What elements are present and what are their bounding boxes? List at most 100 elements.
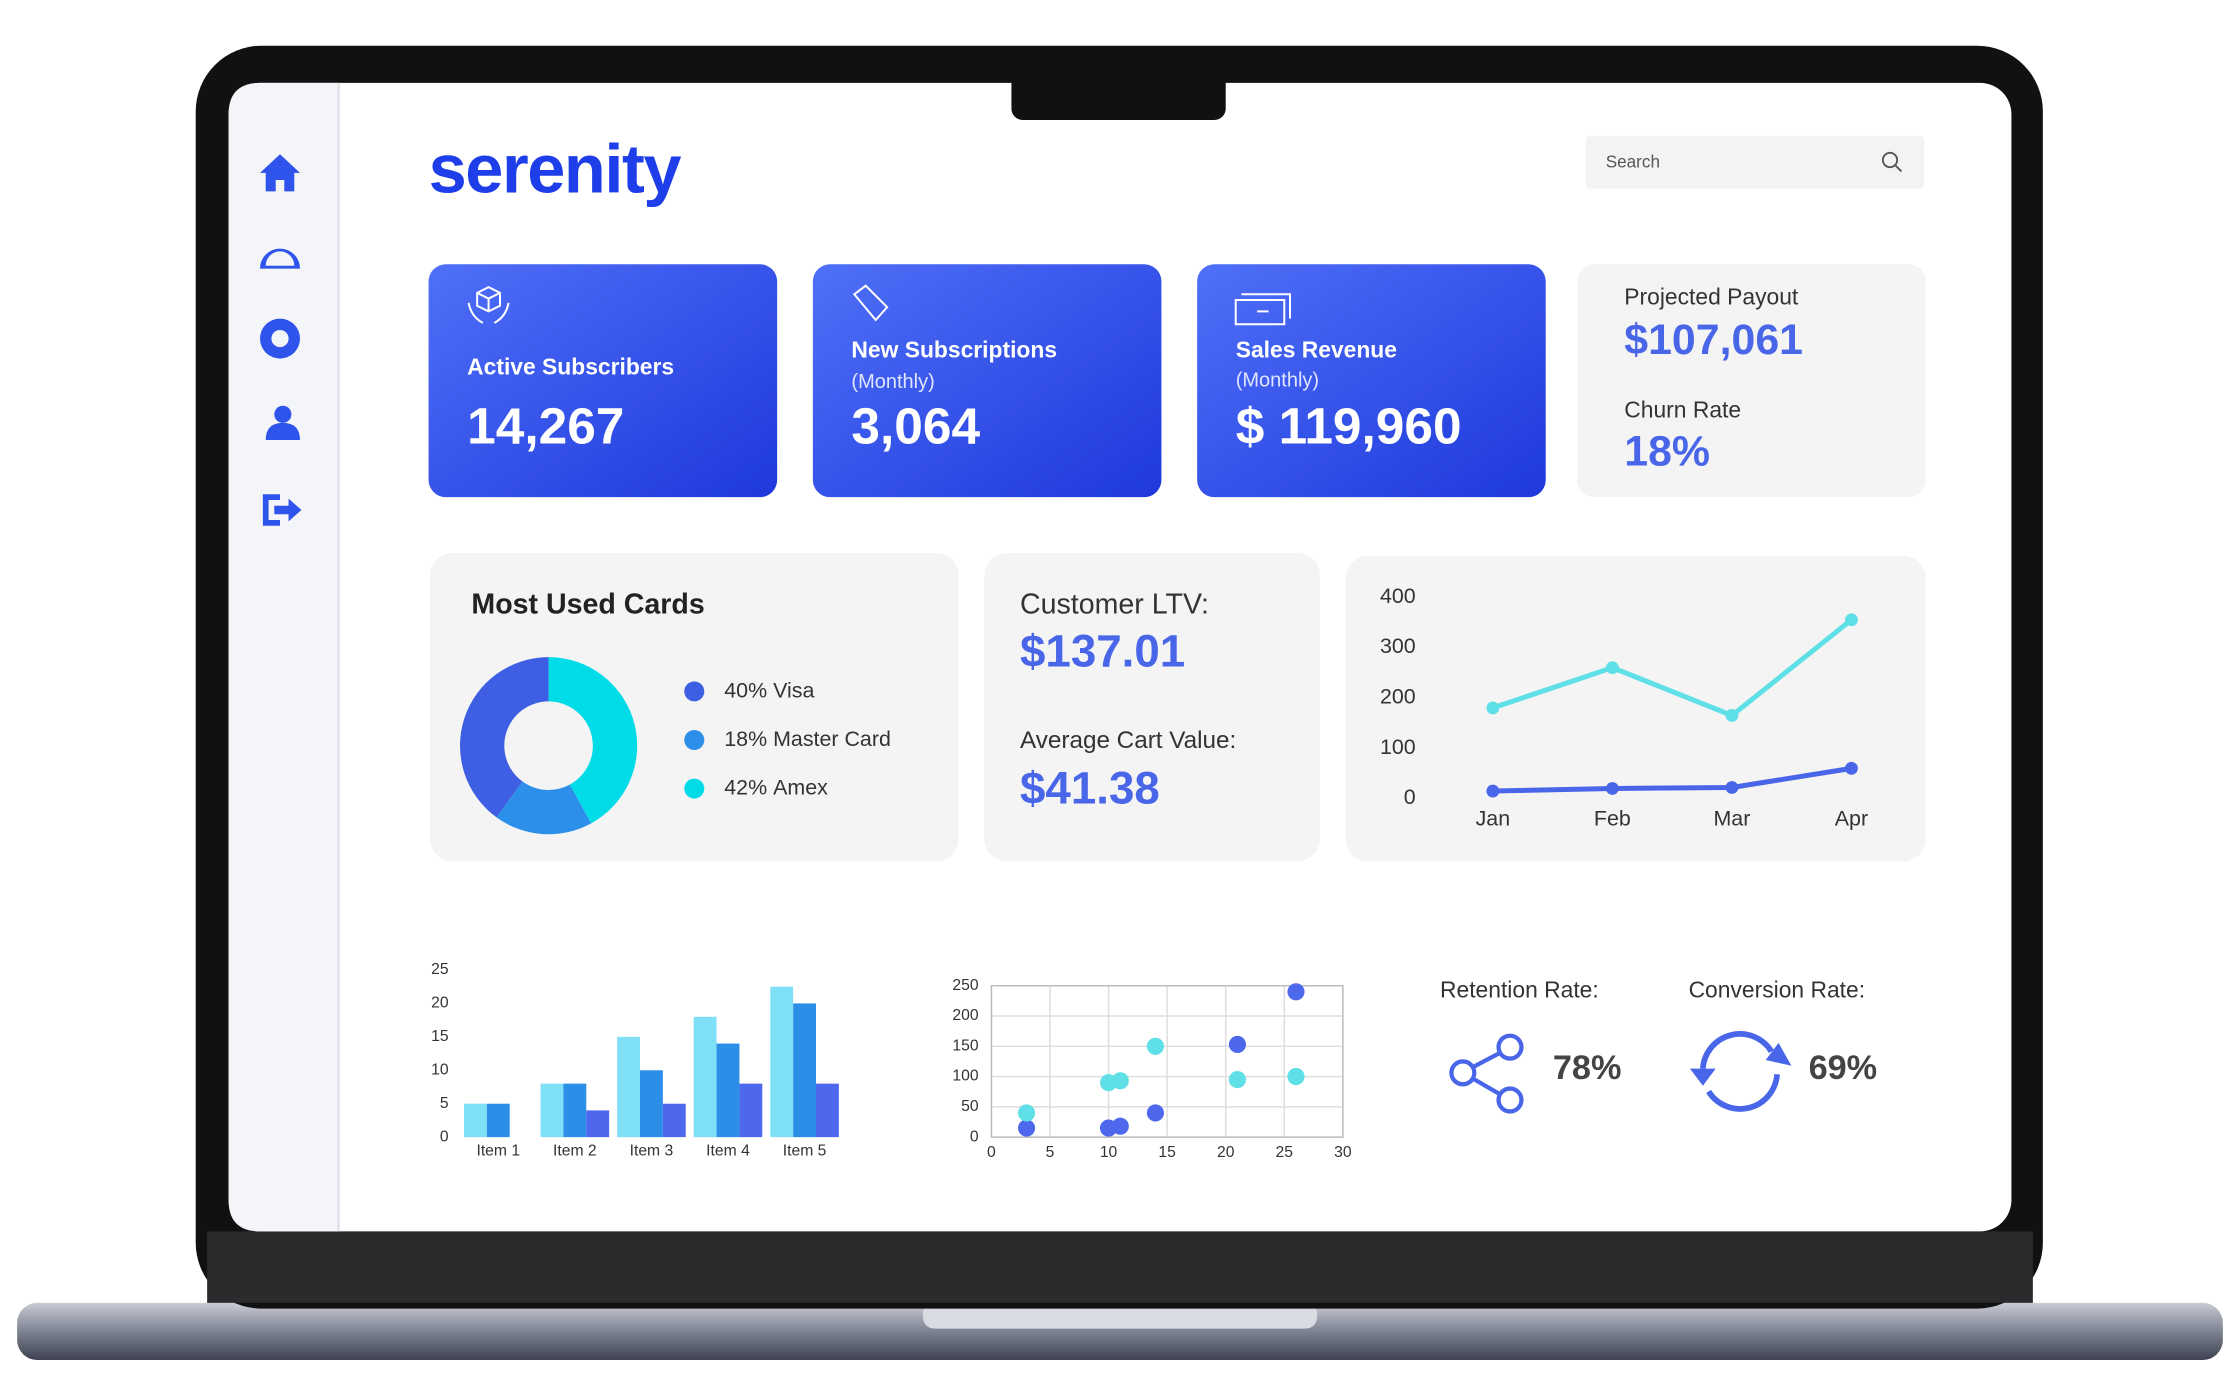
y-tick-label: 300 bbox=[1380, 634, 1416, 658]
users-icon[interactable] bbox=[274, 405, 292, 423]
search-icon-handle bbox=[1895, 165, 1903, 173]
bar bbox=[586, 1110, 610, 1138]
bar bbox=[793, 1003, 816, 1138]
bar bbox=[463, 1103, 487, 1138]
x-tick-label: Jan bbox=[1476, 807, 1511, 831]
kpi-card bbox=[428, 264, 778, 498]
legend-entry: 18% Master Card bbox=[724, 727, 891, 751]
cart-label: Average Cart Value: bbox=[1020, 727, 1236, 754]
y-tick-label: 400 bbox=[1380, 584, 1416, 608]
bar bbox=[716, 1043, 740, 1138]
gauge-icon[interactable] bbox=[260, 248, 300, 269]
pie-slice bbox=[496, 781, 592, 835]
y-tick-label: 150 bbox=[952, 1037, 978, 1054]
point bbox=[1017, 1104, 1036, 1122]
search-icon[interactable] bbox=[1881, 151, 1899, 169]
y-tick-label: 20 bbox=[431, 995, 449, 1012]
churn-value: 18% bbox=[1624, 428, 1710, 476]
payout-value: $107,061 bbox=[1624, 316, 1803, 364]
camera-notch bbox=[1011, 71, 1226, 120]
bar bbox=[816, 1083, 839, 1138]
pie-slice bbox=[548, 657, 638, 824]
home-icon[interactable] bbox=[260, 154, 300, 192]
y-tick-label: 15 bbox=[431, 1028, 449, 1045]
legend-dot bbox=[684, 778, 705, 799]
cycle-icon bbox=[1690, 1031, 1792, 1112]
legend-entry: 42% Amex bbox=[724, 775, 828, 799]
churn-label: Churn Rate bbox=[1624, 396, 1741, 422]
legend-value: 40% bbox=[724, 678, 767, 702]
x-tick-label: Item 2 bbox=[553, 1143, 597, 1160]
x-tick-label: 30 bbox=[1334, 1144, 1352, 1161]
pie-title: Most Used Cards bbox=[471, 588, 704, 620]
retention-value: 78% bbox=[1553, 1049, 1622, 1087]
point bbox=[1111, 1072, 1129, 1090]
kpi-label: New Subscriptions bbox=[851, 336, 1057, 362]
y-tick-label: 0 bbox=[970, 1128, 979, 1145]
y-tick-label: 200 bbox=[952, 1007, 978, 1024]
point bbox=[1605, 782, 1619, 795]
x-tick-label: Item 5 bbox=[783, 1143, 827, 1160]
bar bbox=[540, 1083, 564, 1138]
bar bbox=[617, 1036, 640, 1138]
point bbox=[1146, 1104, 1164, 1122]
sidebar-icons[interactable] bbox=[260, 154, 302, 526]
y-tick-label: 100 bbox=[1380, 735, 1416, 759]
y-tick-label: 5 bbox=[440, 1095, 449, 1112]
bar bbox=[486, 1103, 510, 1138]
y-tick-label: 200 bbox=[1380, 685, 1416, 709]
y-tick-label: 0 bbox=[440, 1128, 449, 1145]
x-tick-label: 15 bbox=[1158, 1144, 1176, 1161]
x-tick-label: Feb bbox=[1594, 807, 1631, 831]
search-box[interactable] bbox=[1585, 135, 1925, 189]
laptop-notch bbox=[922, 1302, 1318, 1329]
kpi-icons bbox=[467, 284, 1291, 326]
kpi-label: Sales Revenue bbox=[1236, 336, 1397, 362]
logout-icon[interactable] bbox=[262, 494, 302, 526]
x-tick-label: Apr bbox=[1835, 807, 1868, 831]
x-tick-label: 10 bbox=[1100, 1144, 1118, 1161]
y-tick-label: 100 bbox=[952, 1068, 978, 1085]
plot-frame bbox=[990, 985, 1344, 1138]
hinge bbox=[207, 1231, 2033, 1303]
point bbox=[1486, 701, 1500, 715]
payout-label: Projected Payout bbox=[1624, 284, 1799, 310]
x-tick-label: 20 bbox=[1217, 1144, 1235, 1161]
laptop-base bbox=[17, 1302, 2223, 1360]
legend-value: 42% bbox=[724, 775, 767, 799]
point bbox=[1146, 1037, 1164, 1055]
cards-panel bbox=[430, 552, 959, 862]
kpi-value: $ 119,960 bbox=[1236, 397, 1462, 455]
logo: serenity bbox=[429, 130, 682, 207]
box-icon bbox=[467, 286, 510, 324]
y-tick-label: 25 bbox=[431, 961, 449, 978]
pie-slice bbox=[459, 657, 549, 818]
bar bbox=[640, 1070, 663, 1138]
point bbox=[1017, 1119, 1036, 1137]
kpi-sublabel: (Monthly) bbox=[1236, 370, 1319, 392]
ltv-value: $137.01 bbox=[1020, 625, 1185, 676]
point bbox=[1287, 1068, 1305, 1086]
legend-label: Amex bbox=[773, 775, 828, 799]
kpi-sublabel: (Monthly) bbox=[851, 371, 934, 393]
line bbox=[1492, 617, 1853, 719]
x-tick-label: Item 1 bbox=[476, 1143, 520, 1160]
kpi-card bbox=[812, 264, 1162, 498]
legend-label: Visa bbox=[773, 678, 814, 702]
y-tick-label: 250 bbox=[952, 977, 978, 994]
point bbox=[1486, 784, 1500, 798]
point bbox=[1725, 709, 1739, 722]
bar bbox=[662, 1103, 686, 1138]
payout-card bbox=[1577, 264, 1926, 498]
x-tick-label: Item 3 bbox=[630, 1143, 674, 1160]
ltv-panel bbox=[984, 552, 1320, 862]
kpi-label: Active Subscribers bbox=[467, 354, 674, 380]
legend-entry: 40% Visa bbox=[724, 678, 814, 702]
y-tick-label: 50 bbox=[961, 1098, 979, 1115]
x-tick-label: 25 bbox=[1276, 1144, 1294, 1161]
chart-icon-hole bbox=[271, 330, 289, 348]
point bbox=[1228, 1071, 1246, 1089]
legend-value: 18% bbox=[724, 727, 767, 751]
bar bbox=[739, 1083, 763, 1138]
